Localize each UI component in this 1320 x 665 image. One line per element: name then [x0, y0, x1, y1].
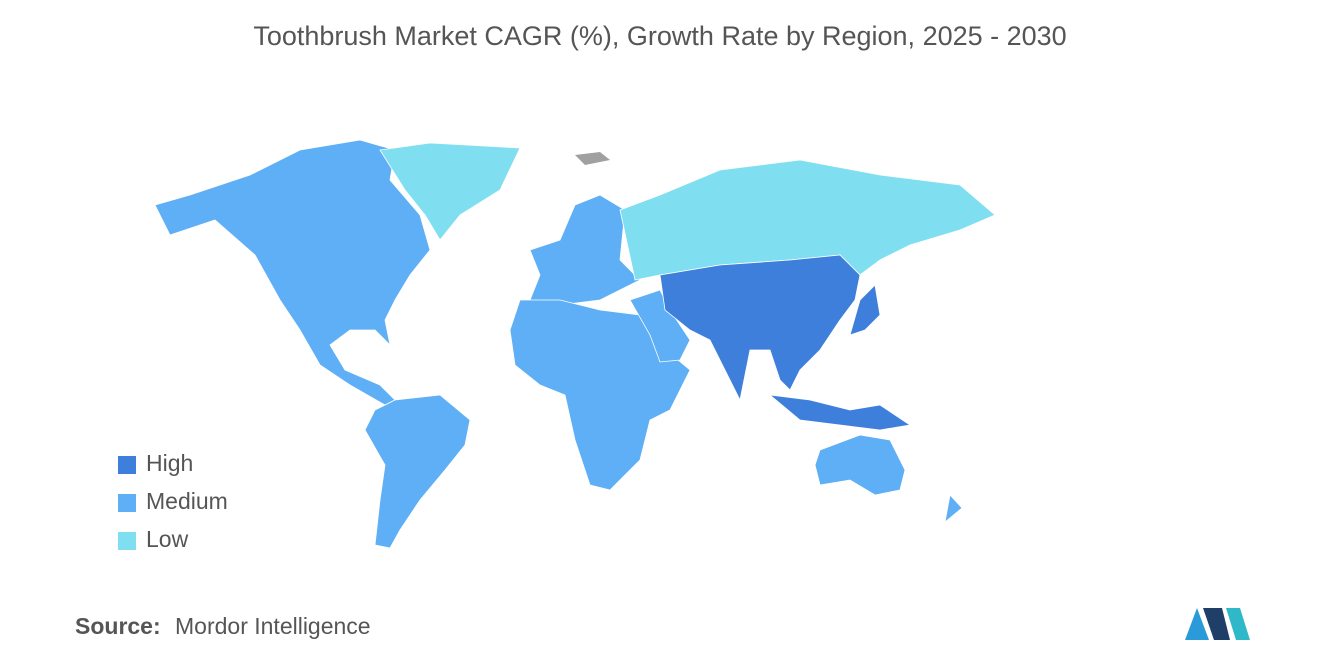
- chart-title: Toothbrush Market CAGR (%), Growth Rate …: [253, 21, 1066, 51]
- japan: [849, 284, 881, 336]
- middle-east: [629, 289, 691, 363]
- legend-swatch: [118, 494, 136, 512]
- south-america: [364, 394, 471, 549]
- legend-swatch: [118, 532, 136, 550]
- svalbard: [575, 152, 610, 165]
- new-zealand: [944, 494, 963, 524]
- indonesia: [768, 394, 912, 431]
- legend-label: Low: [146, 526, 189, 552]
- asia: [659, 254, 861, 402]
- source-label: Source:: [75, 613, 161, 639]
- australia: [814, 434, 906, 496]
- north-america: [154, 139, 431, 406]
- source-text: Mordor Intelligence: [175, 613, 371, 639]
- logo: [1185, 608, 1250, 640]
- legend-label: High: [146, 450, 193, 476]
- legend-swatch: [118, 456, 136, 474]
- legend: High Medium Low: [118, 450, 228, 552]
- europe: [529, 194, 641, 306]
- greenland: [379, 142, 521, 241]
- world-map: [154, 139, 996, 549]
- legend-label: Medium: [146, 488, 228, 514]
- africa: [509, 299, 691, 491]
